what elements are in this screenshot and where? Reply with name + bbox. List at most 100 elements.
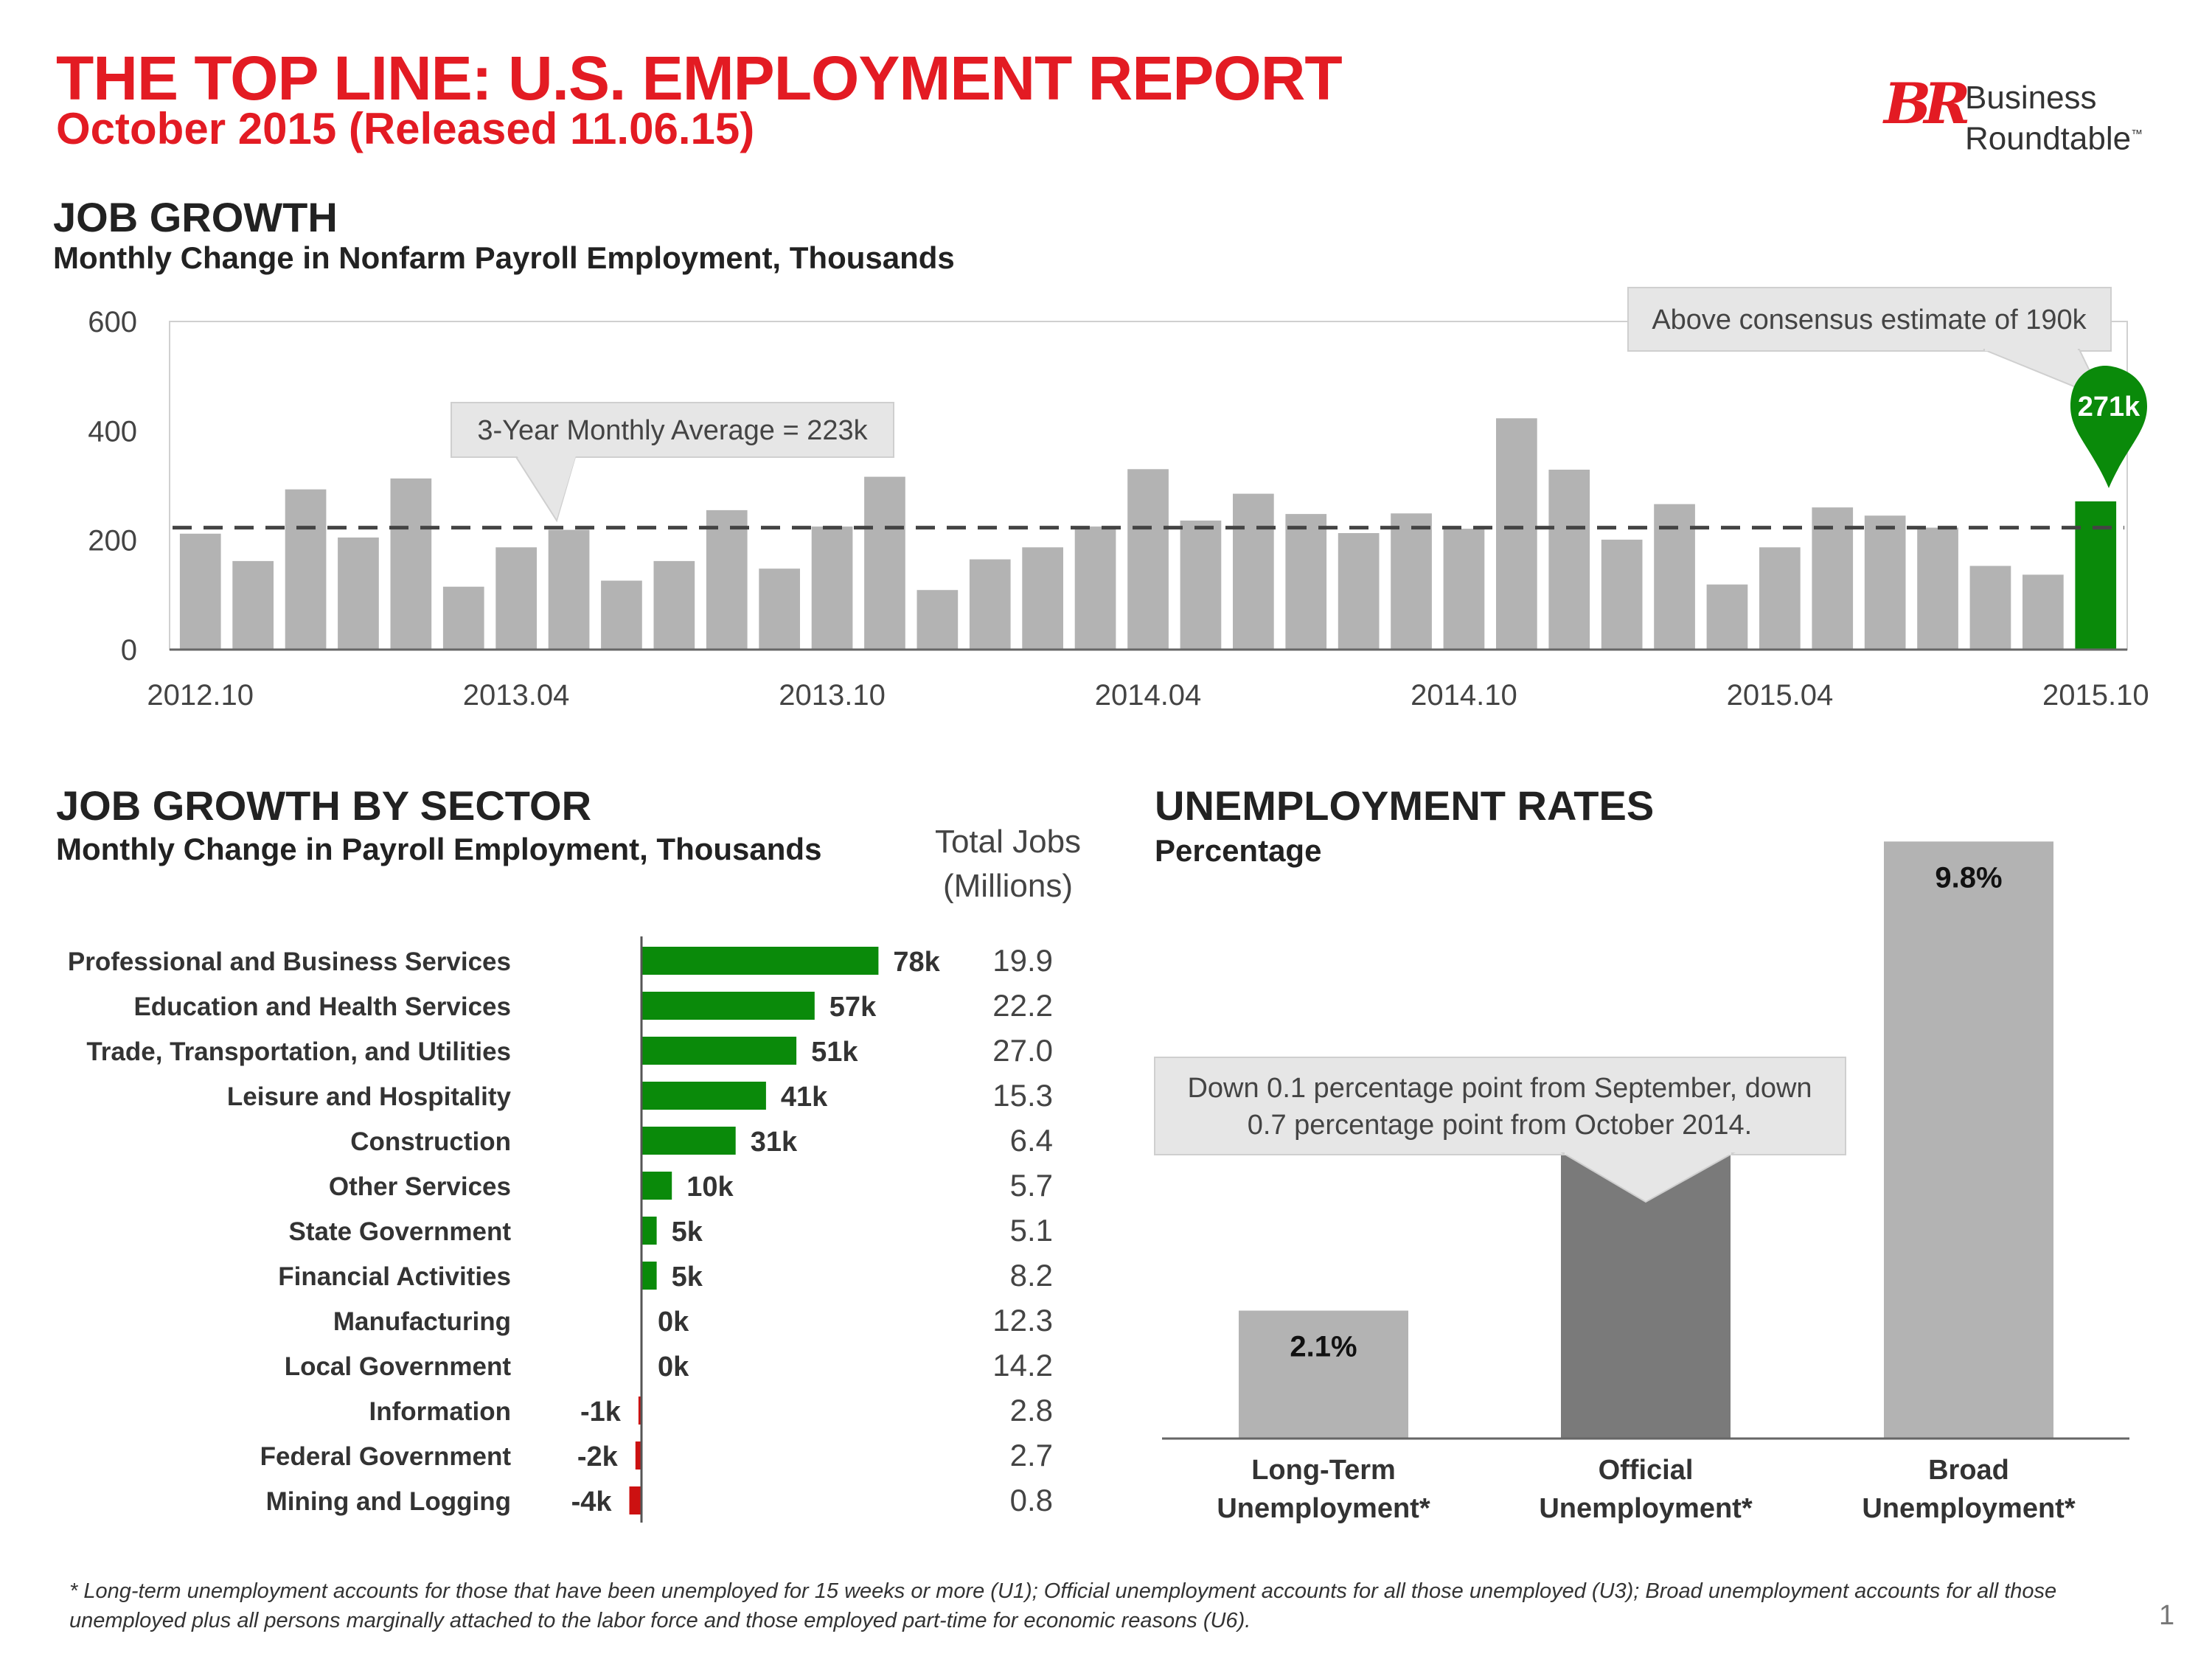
sector-chart: Total Jobs (Millions) Professional and B… (68, 824, 1081, 1523)
sector-value-label: 41k (781, 1082, 828, 1113)
sector-value-label: 10k (686, 1172, 734, 1203)
y-tick-label: 400 (88, 415, 137, 448)
sector-value-label: 31k (751, 1127, 798, 1158)
unemployment-category-label: Broad (1928, 1455, 2009, 1486)
sector-value-label: 5k (672, 1262, 703, 1293)
job-growth-bar (601, 580, 642, 650)
sector-total-jobs: 5.1 (1010, 1213, 1053, 1248)
job-growth-bar (442, 586, 484, 650)
report-subtitle: October 2015 (Released 11.06.15) (56, 104, 755, 153)
job-growth-bar (1022, 547, 1063, 650)
sector-row: Trade, Transportation, and Utilities 51k 2… (86, 1033, 1053, 1068)
unemployment-category-label: Long-Term (1251, 1455, 1396, 1486)
unemployment-category-label: Unemployment* (1862, 1493, 2075, 1524)
unemployment-value-label: 2.1% (1290, 1331, 1357, 1363)
job-growth-bar (1812, 507, 1854, 650)
sector-bar (641, 1172, 672, 1200)
sector-row: Information -1k 2.8 (369, 1393, 1053, 1427)
job-growth-bar (1285, 514, 1327, 650)
trademark-mark: ™ (2131, 128, 2143, 141)
sector-total-jobs: 8.2 (1010, 1258, 1053, 1293)
sector-row: Leisure and Hospitality 41k 15.3 (227, 1078, 1053, 1113)
x-tick-label: 2012.10 (147, 679, 254, 712)
y-tick-label: 0 (121, 634, 137, 667)
job-growth-bar (1601, 539, 1643, 650)
report-title: THE TOP LINE: U.S. EMPLOYMENT REPORT (56, 44, 1343, 113)
sector-row: Federal Government -2k 2.7 (260, 1438, 1053, 1472)
job-growth-bar (285, 489, 327, 650)
latest-value-pin-label: 271k (2078, 392, 2140, 422)
x-tick-label: 2015.04 (1727, 679, 1834, 712)
sector-row: Construction 31k 6.4 (350, 1123, 1053, 1158)
sector-row: Financial Activities 5k 8.2 (278, 1258, 1053, 1293)
job-growth-bar (338, 538, 379, 650)
unemployment-bars: 2.1%Long-TermUnemployment*5.0%OfficialUn… (1217, 841, 2076, 1524)
sector-label: Financial Activities (278, 1262, 511, 1291)
job-growth-bar (2023, 574, 2064, 650)
sector-row: Local Government 0k 14.2 (285, 1348, 1053, 1382)
sector-label: Mining and Logging (266, 1487, 511, 1516)
sector-label: Trade, Transportation, and Utilities (86, 1037, 511, 1066)
total-jobs-header-line-2: (Millions) (943, 868, 1073, 904)
sector-value-label: -1k (580, 1397, 622, 1427)
unemployment-value-label: 9.8% (1935, 861, 2002, 894)
job-growth-bar (1969, 566, 2011, 650)
sector-bar (641, 1037, 797, 1065)
job-growth-bar (1706, 584, 1748, 650)
x-tick-label: 2013.04 (463, 679, 570, 712)
sector-total-jobs: 2.7 (1010, 1438, 1053, 1472)
sector-label: Local Government (285, 1352, 512, 1381)
sector-value-label: 0k (658, 1352, 689, 1382)
job-growth-bar (1233, 493, 1274, 650)
sector-bar (629, 1486, 641, 1514)
job-growth-heading: JOB GROWTH (53, 194, 338, 240)
sector-total-jobs: 22.2 (992, 988, 1053, 1023)
job-growth-bar (1759, 547, 1801, 650)
job-growth-bar (232, 560, 274, 650)
sector-bar (641, 1082, 766, 1110)
unemployment-subheading: Percentage (1155, 833, 1322, 868)
x-tick-label: 2013.10 (779, 679, 886, 712)
unemployment-bar-group: 9.8% Broad Unemployment* (1862, 841, 2076, 1524)
unemployment-chart: 2.1%Long-TermUnemployment*5.0%OfficialUn… (1154, 841, 2129, 1524)
sector-total-jobs: 15.3 (992, 1078, 1053, 1113)
sector-label: Information (369, 1397, 511, 1426)
sector-label: Other Services (329, 1172, 511, 1201)
sector-label: Federal Government (260, 1442, 512, 1471)
job-growth-bar (548, 529, 590, 650)
latest-value-pin-icon: 271k (2070, 366, 2147, 488)
sector-value-label: 57k (830, 992, 877, 1023)
consensus-callout-label: Above consensus estimate of 190k (1652, 305, 2087, 335)
job-growth-bar (1864, 515, 1906, 650)
sector-bar (641, 1262, 657, 1290)
sector-value-label: -4k (571, 1486, 613, 1517)
job-growth-bar (969, 559, 1011, 650)
job-growth-bar (811, 526, 853, 650)
job-growth-x-tick-labels: 2012.10 2013.04 2013.10 2014.04 2014.10 2015.… (147, 679, 2149, 712)
br-logo-icon: BR (1884, 71, 1970, 136)
sector-value-label: 51k (811, 1037, 858, 1068)
x-tick-label: 2014.10 (1411, 679, 1517, 712)
job-growth-bar (1074, 526, 1116, 650)
sector-row: Other Services 10k 5.7 (329, 1168, 1053, 1203)
job-growth-y-axis: 0 200 400 600 (88, 306, 137, 667)
job-growth-bar (1443, 529, 1485, 650)
average-callout-label: 3-Year Monthly Average = 223k (477, 415, 868, 446)
x-tick-label: 2015.10 (2042, 679, 2149, 712)
total-jobs-header-line-1: Total Jobs (935, 824, 1081, 860)
job-growth-bar (917, 590, 959, 650)
unemployment-category-label: Unemployment* (1539, 1493, 1752, 1524)
sector-total-jobs: 2.8 (1010, 1393, 1053, 1427)
page-number: 1 (2159, 1600, 2175, 1631)
sector-label: Professional and Business Services (68, 947, 511, 976)
sector-row: Education and Health Services 57k 22.2 (133, 988, 1053, 1023)
sector-value-label: 0k (658, 1307, 689, 1338)
job-growth-bar (706, 509, 748, 650)
job-growth-bar (1391, 513, 1432, 650)
job-growth-bar (759, 568, 800, 650)
job-growth-bars (179, 418, 2117, 650)
sector-label: Education and Health Services (133, 992, 511, 1021)
job-growth-bar (495, 547, 537, 650)
